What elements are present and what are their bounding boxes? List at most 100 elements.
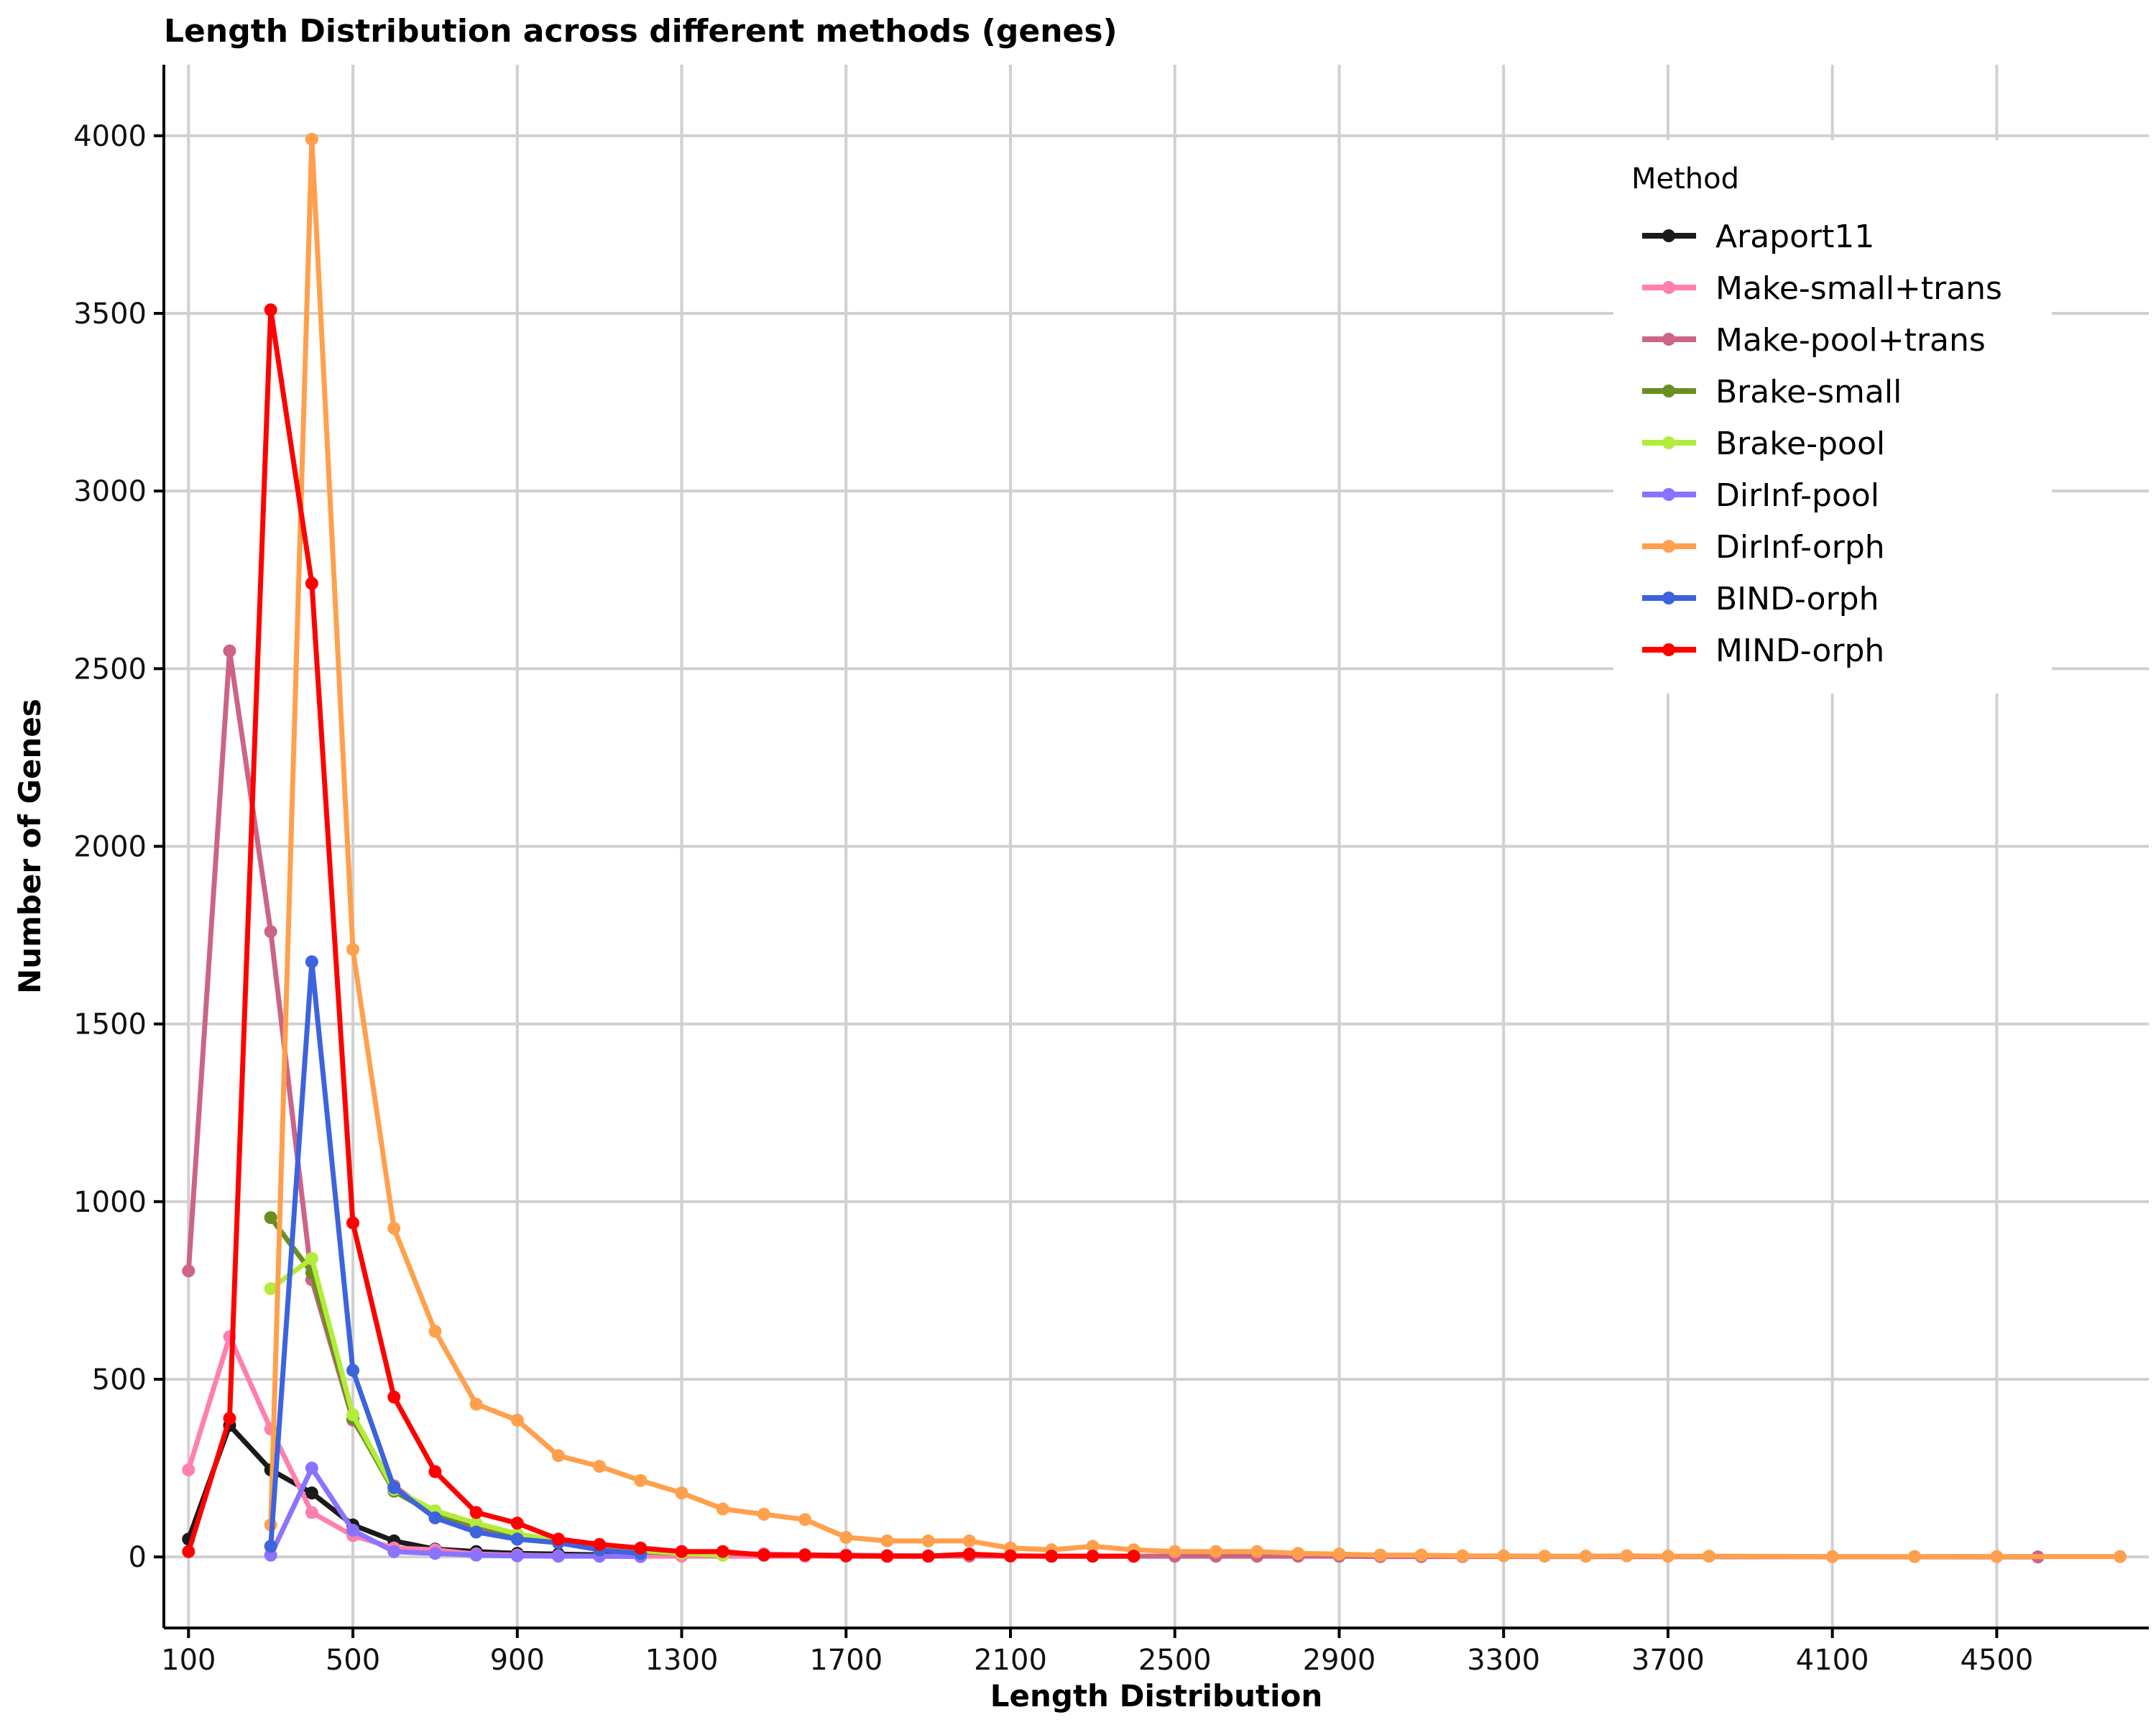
data-point [305,132,318,146]
data-point [839,1549,853,1563]
x-tick-label: 1300 [645,1644,719,1677]
x-tick-label: 2100 [974,1644,1047,1677]
data-point [510,1517,524,1530]
legend-label: BIND-orph [1715,581,1879,617]
data-point [305,1486,318,1500]
data-point [757,1548,770,1562]
data-point [962,1534,976,1547]
legend-swatch-point [1662,229,1675,242]
y-tick-label: 500 [92,1363,147,1397]
data-point [264,925,277,939]
data-point [264,1211,277,1225]
data-point [880,1550,894,1563]
data-point [305,955,318,969]
series-make-small-trans [182,1330,1059,1563]
data-point [1291,1547,1305,1560]
data-point [593,1460,607,1473]
legend-swatch-point [1662,281,1675,294]
legend-swatch-point [1662,436,1675,449]
data-point [1045,1550,1059,1563]
data-point [305,1461,318,1475]
data-point [962,1547,976,1561]
data-point [346,1216,360,1230]
data-point [1209,1545,1222,1558]
series-brake-pool [264,1251,729,1562]
legend-title: Method [1631,162,1739,196]
data-point [264,1540,277,1553]
data-point [1990,1550,2004,1563]
data-point [305,1506,318,1519]
data-point [387,1481,401,1494]
legend-label: Araport11 [1715,218,1874,255]
legend: Method Araport11 Make-small+trans Make-poo… [1613,140,2052,694]
data-point [675,1486,688,1500]
data-point [2113,1550,2127,1563]
data-point [1620,1549,1634,1563]
data-point [1908,1550,1922,1563]
legend-label: Brake-pool [1715,426,1885,462]
data-point [551,1449,565,1463]
data-point [839,1530,853,1544]
series-line [268,1466,643,1560]
y-tick-label: 1500 [73,1008,147,1041]
legend-swatch-point [1662,385,1675,397]
data-point [387,1390,401,1404]
data-point [1086,1540,1100,1553]
data-point [1373,1548,1387,1562]
y-tick-label: 2500 [73,653,147,686]
y-tick-label: 3000 [73,475,147,508]
x-tick-label: 500 [326,1644,380,1677]
data-point [1127,1550,1141,1563]
legend-swatch-point [1662,333,1675,346]
legend-label: MIND-orph [1715,632,1884,669]
legend-label: DirInf-pool [1715,477,1879,514]
data-point [305,1251,318,1265]
series-line [268,959,643,1556]
data-point [1703,1550,1716,1563]
data-point [469,1397,483,1411]
data-point [510,1532,524,1546]
data-point [469,1506,483,1519]
data-point [757,1507,770,1521]
data-point [469,1525,483,1539]
y-tick-label: 1000 [73,1186,147,1219]
x-tick-label: 2900 [1303,1644,1376,1677]
data-point [510,1413,524,1427]
y-tick-label: 2000 [73,831,147,864]
x-tick-label: 2500 [1138,1644,1212,1677]
data-point [921,1550,935,1563]
y-tick-label: 3500 [73,298,147,331]
series-line [185,648,2041,1560]
data-point [880,1534,894,1547]
data-point [1579,1550,1593,1563]
data-point [428,1325,442,1338]
series-line [268,137,2123,1560]
tick-labels: 100 500 900 1300 1700 2100 2500 2900 3300 3700 410… [73,120,2033,1677]
x-tick-label: 1700 [809,1644,883,1677]
x-tick-label: 900 [490,1644,545,1677]
series-lines [182,132,2127,1564]
data-point [428,1511,442,1524]
data-point [675,1545,688,1558]
data-point [264,303,277,317]
legend-swatch-point [1662,643,1675,656]
legend-label: Brake-small [1715,374,1902,410]
data-point [798,1548,812,1562]
data-point [798,1513,812,1527]
data-point [593,1537,607,1551]
x-tick-label: 3300 [1467,1644,1540,1677]
legend-background [1613,140,2052,694]
data-point [551,1532,565,1546]
data-point [469,1548,483,1562]
series-dirinf-pool [264,1461,648,1563]
data-point [716,1502,729,1516]
data-point [634,1541,648,1555]
data-point [305,576,318,590]
data-point [223,644,236,658]
data-point [1538,1550,1552,1563]
data-point [551,1550,565,1563]
data-point [346,1524,360,1537]
data-point [1332,1547,1346,1561]
data-point [1825,1550,1839,1563]
x-tick-label: 100 [161,1644,216,1677]
